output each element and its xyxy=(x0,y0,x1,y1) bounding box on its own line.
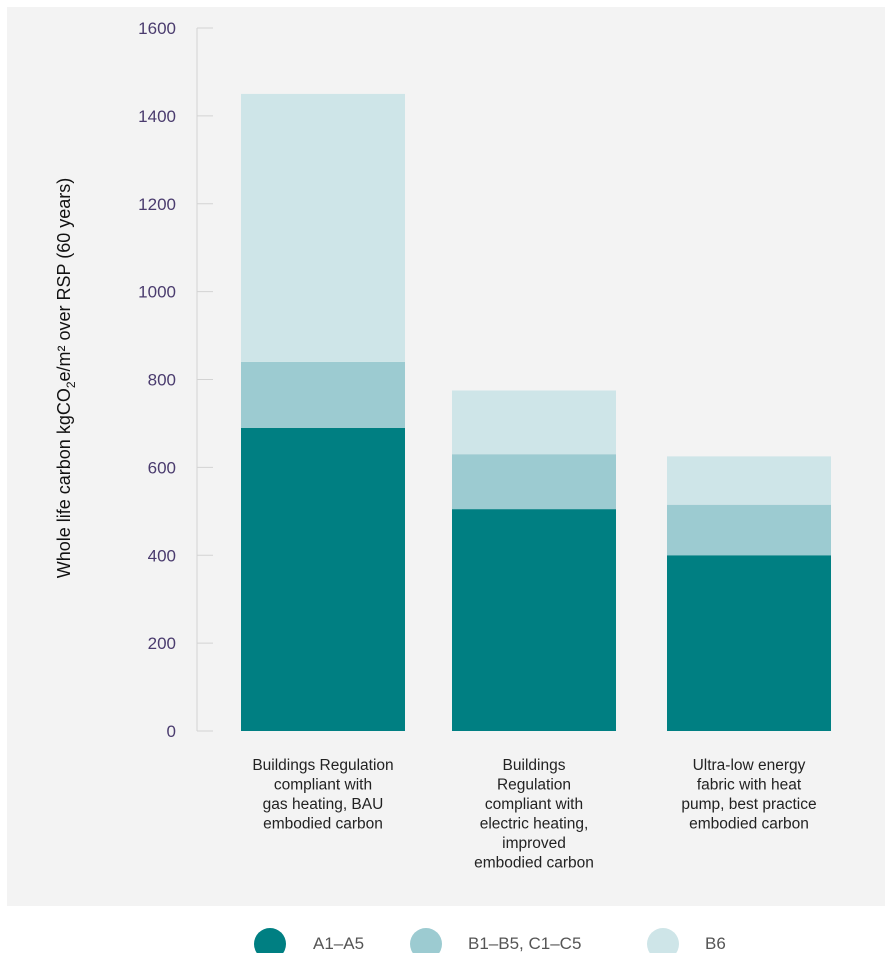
y-axis: 0 200 400 600 800 1000 1200 1400 1600 xyxy=(138,19,213,741)
bar-segment xyxy=(241,427,405,731)
bar-segment xyxy=(452,509,616,731)
category-label-line: embodied carbon xyxy=(689,816,809,833)
bar-segment xyxy=(452,390,616,455)
bar-segment xyxy=(667,456,831,505)
category-label-line: electric heating, xyxy=(480,816,589,833)
category-label: Buildings Regulation compliant with electri… xyxy=(474,757,594,872)
category-label-line: Buildings xyxy=(503,757,566,774)
y-tick-label: 1400 xyxy=(138,107,176,126)
y-tick-label: 800 xyxy=(148,371,176,390)
legend-swatch xyxy=(410,928,442,953)
category-label-line: embodied carbon xyxy=(263,816,383,833)
category-label-line: compliant with xyxy=(485,796,583,813)
category-label-line: embodied carbon xyxy=(474,855,594,872)
category-label-line: Regulation xyxy=(497,777,571,794)
legend-swatch xyxy=(647,928,679,953)
category-labels: Buildings Regulation compliant with gas he… xyxy=(252,757,816,872)
legend: A1–A5 B1–B5, C1–C5 B6 xyxy=(254,928,726,953)
y-tick-label: 400 xyxy=(148,546,176,565)
legend-label: B1–B5, C1–C5 xyxy=(468,934,581,953)
y-axis-title: Whole life carbon kgCO2e/m² over RSP (60… xyxy=(54,178,78,579)
category-label-line: improved xyxy=(502,835,566,852)
y-tick-label: 600 xyxy=(148,458,176,477)
category-label-line: Ultra-low energy xyxy=(693,757,806,774)
legend-swatch xyxy=(254,928,286,953)
category-label-line: Buildings Regulation xyxy=(252,757,393,774)
category-label-line: gas heating, BAU xyxy=(263,796,384,813)
y-tick-label: 0 xyxy=(167,722,176,741)
y-tick-label: 1000 xyxy=(138,283,176,302)
category-label-line: compliant with xyxy=(274,777,372,794)
category-label-line: fabric with heat xyxy=(697,777,802,794)
y-axis-title-part-2: e/m² over RSP (60 years) xyxy=(54,178,74,382)
bar-segment xyxy=(241,361,405,428)
bar-segment xyxy=(667,555,831,731)
y-axis-title-part-1: Whole life carbon kgCO xyxy=(54,388,74,578)
category-label: Buildings Regulation compliant with gas he… xyxy=(252,757,393,833)
category-label: Ultra-low energy fabric with heat pump, be… xyxy=(681,757,816,833)
category-label-line: pump, best practice xyxy=(681,796,816,813)
bar-segment xyxy=(241,93,405,362)
svg-text:Whole life carbon kgCO2e/m² ov: Whole life carbon kgCO2e/m² over RSP (60… xyxy=(54,178,78,579)
y-axis-title-subscript: 2 xyxy=(64,381,78,388)
bars xyxy=(241,93,831,731)
bar-segment xyxy=(667,504,831,556)
bar-segment xyxy=(452,454,616,510)
y-tick-label: 200 xyxy=(148,634,176,653)
legend-label: B6 xyxy=(705,934,726,953)
y-tick-label: 1600 xyxy=(138,19,176,38)
y-tick-label: 1200 xyxy=(138,195,176,214)
legend-label: A1–A5 xyxy=(313,934,364,953)
